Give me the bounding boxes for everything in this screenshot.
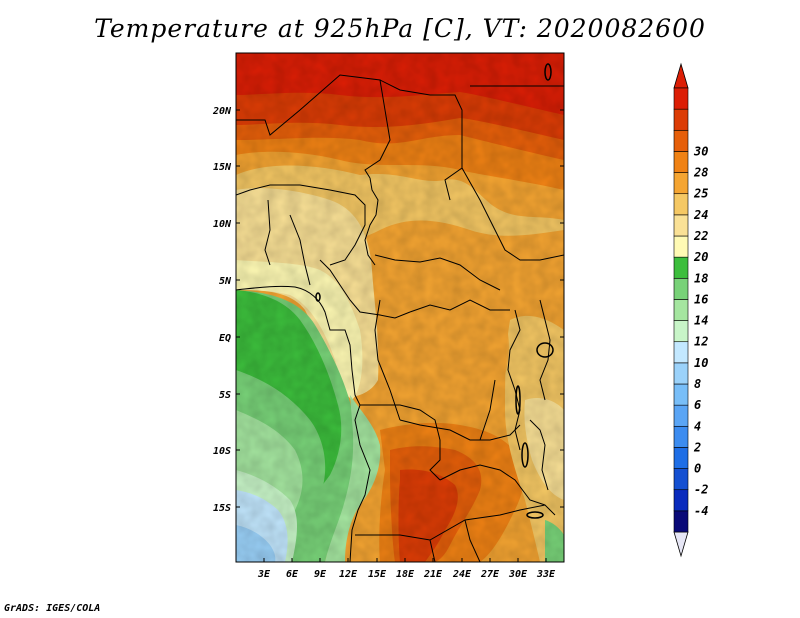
colorbar-swatch: [673, 404, 689, 427]
colorbar-swatch: [673, 277, 689, 300]
lakes: [315, 63, 554, 519]
lon-label: 27E: [480, 569, 500, 580]
colorbar-swatch: [673, 235, 689, 258]
map-title: Temperature at 925hPa [C], VT: 202008260…: [94, 14, 706, 43]
temperature-field: [236, 53, 564, 562]
colorbar-swatch: [673, 256, 689, 279]
colorbar-swatch: [673, 151, 689, 173]
latitude-labels: 20N 15N 10N 5N EQ 5S 10S 15S: [212, 106, 232, 514]
lat-label: 20N: [212, 106, 232, 117]
lon-label: 30E: [508, 569, 528, 580]
lon-label: 15E: [368, 569, 387, 580]
credit-text: GrADS: IGES/COLA: [4, 603, 101, 614]
lat-label: 5N: [219, 276, 232, 287]
colorbar-label: 4: [694, 419, 701, 433]
colorbar-label: 2: [693, 440, 701, 454]
colorbar-swatch: [673, 108, 689, 131]
colorbar-label: 16: [694, 292, 708, 306]
colorbar-swatch: [673, 320, 689, 343]
lon-label: 6E: [286, 569, 299, 580]
colorbar-label: 20: [693, 250, 708, 264]
colorbar-swatch: [673, 193, 689, 216]
colorbar-label: 28: [693, 166, 708, 180]
lon-label: 3E: [257, 569, 271, 580]
colorbar-top-arrow: [673, 62, 689, 89]
colorbar-label: 30: [693, 144, 708, 158]
colorbar-swatch: [673, 468, 689, 491]
colorbar-swatch: [673, 172, 689, 195]
longitude-labels: 3E 6E 9E 12E 15E 18E 21E 24E 27E 30E 33E: [257, 569, 556, 580]
colorbar-label: 18: [694, 271, 708, 285]
colorbar-swatch: [673, 299, 689, 321]
colorbar-swatch: [673, 87, 689, 110]
colorbar-swatch: [673, 383, 689, 406]
lat-label: 5S: [219, 390, 231, 401]
lon-label: 18E: [396, 569, 415, 580]
colorbar-label: 12: [694, 335, 708, 349]
colorbar-label: 22: [693, 229, 708, 243]
colorbar-label: -2: [694, 483, 708, 497]
colorbar-swatch: [673, 129, 689, 152]
lon-label: 33E: [536, 569, 556, 580]
colorbar-swatch: [673, 510, 689, 533]
colorbar-label: 0: [694, 462, 701, 476]
latitude-axis: [236, 109, 564, 508]
colorbar-label: -4: [694, 504, 708, 518]
colorbar-label: 6: [694, 398, 701, 412]
colorbar-label: 14: [694, 314, 708, 328]
lon-label: 9E: [314, 569, 327, 580]
lon-label: 12E: [339, 569, 358, 580]
lat-label: 15S: [213, 503, 231, 514]
lon-label: 21E: [423, 569, 443, 580]
lat-label: 15N: [213, 162, 232, 173]
colorbar-bottom-arrow: [673, 531, 689, 558]
colorbar-swatch: [673, 489, 689, 512]
lat-label: EQ: [219, 333, 231, 344]
colorbar-label: 10: [694, 356, 708, 370]
colorbar-swatch: [673, 214, 689, 237]
colorbar-swatch: [673, 447, 689, 469]
country-borders: [236, 74, 564, 562]
lon-label: 24E: [452, 569, 472, 580]
colorbar-label: 8: [694, 377, 701, 391]
longitude-axis: [263, 558, 547, 562]
map-frame: [235, 52, 565, 563]
colorbar-swatch: [673, 341, 689, 364]
lat-label: 10S: [213, 446, 231, 457]
colorbar-swatch: [673, 425, 689, 448]
colorbar-swatch: [673, 362, 689, 385]
colorbar-label: 24: [693, 208, 708, 222]
lat-label: 10N: [213, 219, 232, 230]
colorbar-label: 25: [693, 187, 708, 201]
